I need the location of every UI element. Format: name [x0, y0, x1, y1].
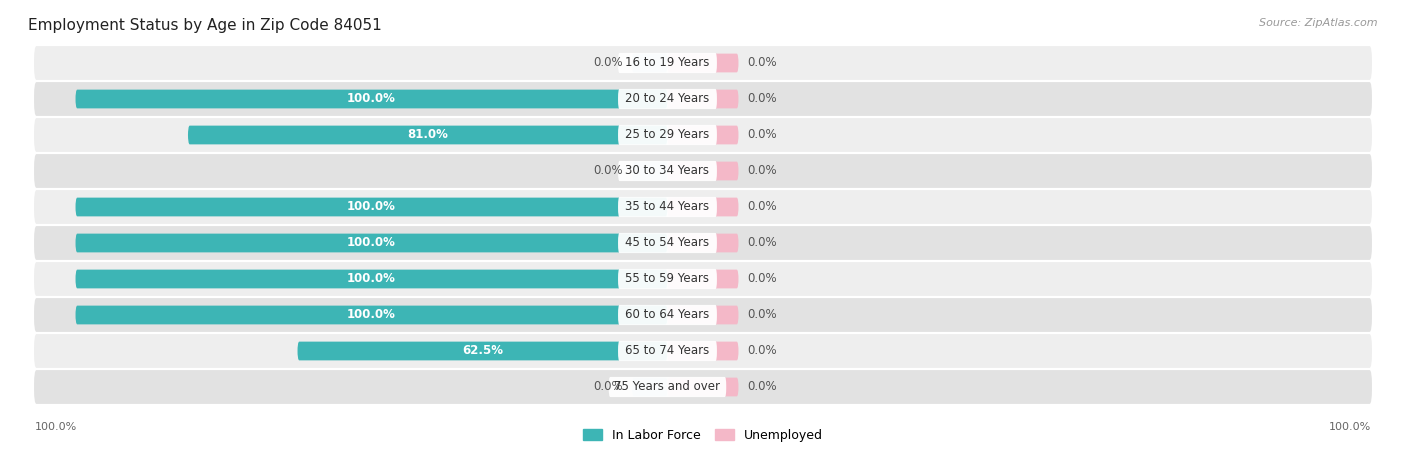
- Text: 0.0%: 0.0%: [593, 381, 623, 393]
- FancyBboxPatch shape: [76, 198, 668, 216]
- Text: 0.0%: 0.0%: [748, 165, 778, 177]
- FancyBboxPatch shape: [34, 82, 1372, 116]
- Text: 45 to 54 Years: 45 to 54 Years: [626, 237, 710, 249]
- FancyBboxPatch shape: [76, 234, 668, 252]
- FancyBboxPatch shape: [76, 306, 668, 324]
- FancyBboxPatch shape: [668, 90, 738, 108]
- Text: 0.0%: 0.0%: [748, 201, 778, 213]
- FancyBboxPatch shape: [668, 198, 738, 216]
- FancyBboxPatch shape: [619, 53, 717, 73]
- Text: 75 Years and over: 75 Years and over: [614, 381, 720, 393]
- Text: 60 to 64 Years: 60 to 64 Years: [626, 309, 710, 321]
- FancyBboxPatch shape: [76, 90, 668, 108]
- Text: 0.0%: 0.0%: [748, 93, 778, 105]
- FancyBboxPatch shape: [631, 54, 668, 72]
- FancyBboxPatch shape: [609, 377, 727, 397]
- Legend: In Labor Force, Unemployed: In Labor Force, Unemployed: [583, 429, 823, 442]
- Text: 55 to 59 Years: 55 to 59 Years: [626, 273, 710, 285]
- FancyBboxPatch shape: [619, 305, 717, 325]
- FancyBboxPatch shape: [188, 126, 668, 144]
- FancyBboxPatch shape: [619, 89, 717, 109]
- Text: 81.0%: 81.0%: [408, 129, 449, 141]
- Text: Source: ZipAtlas.com: Source: ZipAtlas.com: [1260, 18, 1378, 28]
- Text: 0.0%: 0.0%: [593, 165, 623, 177]
- FancyBboxPatch shape: [34, 190, 1372, 224]
- FancyBboxPatch shape: [619, 233, 717, 253]
- FancyBboxPatch shape: [619, 197, 717, 217]
- Text: 65 to 74 Years: 65 to 74 Years: [626, 345, 710, 357]
- FancyBboxPatch shape: [619, 341, 717, 361]
- FancyBboxPatch shape: [668, 342, 738, 360]
- FancyBboxPatch shape: [631, 162, 668, 180]
- FancyBboxPatch shape: [76, 270, 668, 288]
- Text: 35 to 44 Years: 35 to 44 Years: [626, 201, 710, 213]
- Text: 0.0%: 0.0%: [748, 381, 778, 393]
- FancyBboxPatch shape: [34, 334, 1372, 368]
- Text: 100.0%: 100.0%: [347, 93, 396, 105]
- Text: 100.0%: 100.0%: [347, 201, 396, 213]
- Text: 100.0%: 100.0%: [347, 237, 396, 249]
- FancyBboxPatch shape: [668, 126, 738, 144]
- FancyBboxPatch shape: [668, 54, 738, 72]
- FancyBboxPatch shape: [668, 162, 738, 180]
- FancyBboxPatch shape: [34, 298, 1372, 332]
- Text: 0.0%: 0.0%: [748, 129, 778, 141]
- Text: 0.0%: 0.0%: [748, 345, 778, 357]
- Text: 0.0%: 0.0%: [748, 273, 778, 285]
- FancyBboxPatch shape: [619, 269, 717, 289]
- FancyBboxPatch shape: [34, 46, 1372, 80]
- FancyBboxPatch shape: [298, 342, 668, 360]
- FancyBboxPatch shape: [668, 234, 738, 252]
- Text: 100.0%: 100.0%: [347, 309, 396, 321]
- FancyBboxPatch shape: [34, 154, 1372, 188]
- FancyBboxPatch shape: [34, 262, 1372, 296]
- FancyBboxPatch shape: [668, 270, 738, 288]
- Text: 30 to 34 Years: 30 to 34 Years: [626, 165, 710, 177]
- FancyBboxPatch shape: [34, 370, 1372, 404]
- FancyBboxPatch shape: [619, 125, 717, 145]
- Text: 0.0%: 0.0%: [748, 237, 778, 249]
- FancyBboxPatch shape: [619, 161, 717, 181]
- Text: 20 to 24 Years: 20 to 24 Years: [626, 93, 710, 105]
- FancyBboxPatch shape: [631, 378, 668, 396]
- Text: 0.0%: 0.0%: [748, 309, 778, 321]
- Text: 100.0%: 100.0%: [347, 273, 396, 285]
- Text: 100.0%: 100.0%: [35, 422, 77, 432]
- FancyBboxPatch shape: [668, 306, 738, 324]
- Text: 62.5%: 62.5%: [463, 345, 503, 357]
- Text: 0.0%: 0.0%: [593, 57, 623, 69]
- Text: 0.0%: 0.0%: [748, 57, 778, 69]
- Text: 25 to 29 Years: 25 to 29 Years: [626, 129, 710, 141]
- Text: 16 to 19 Years: 16 to 19 Years: [626, 57, 710, 69]
- FancyBboxPatch shape: [668, 378, 738, 396]
- FancyBboxPatch shape: [34, 118, 1372, 152]
- Text: 100.0%: 100.0%: [1329, 422, 1371, 432]
- Text: Employment Status by Age in Zip Code 84051: Employment Status by Age in Zip Code 840…: [28, 18, 382, 33]
- FancyBboxPatch shape: [34, 226, 1372, 260]
